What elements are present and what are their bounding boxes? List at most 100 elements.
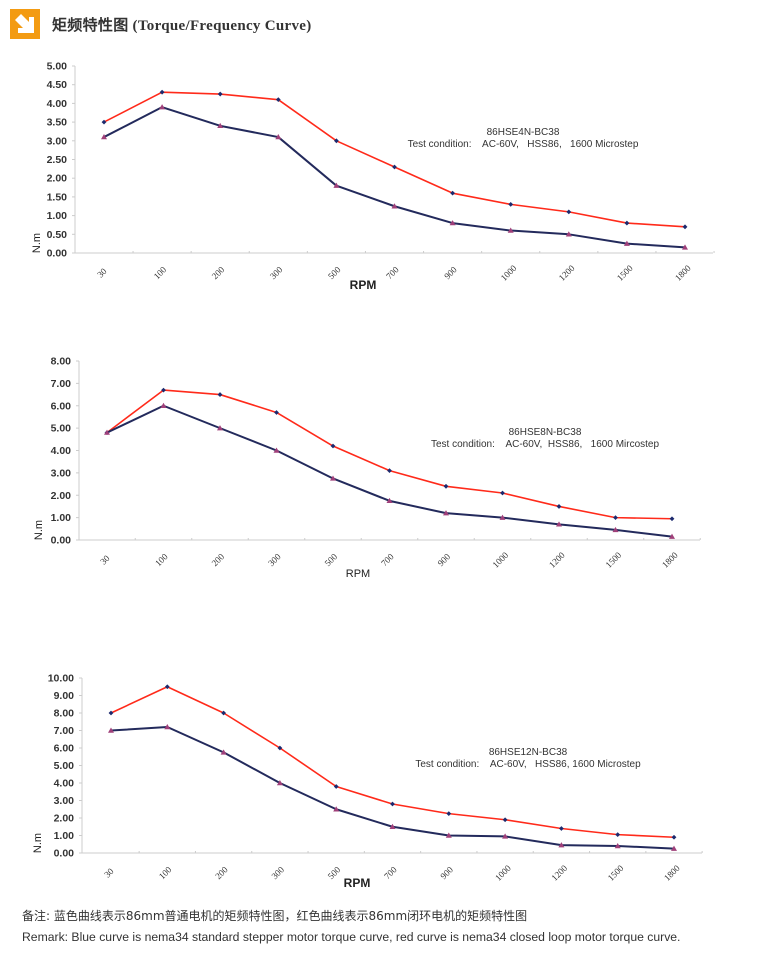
x-tick-label: 700 bbox=[382, 864, 399, 881]
x-tick-label: 300 bbox=[269, 864, 286, 881]
remark-english: Remark: Blue curve is nema34 standard st… bbox=[22, 930, 681, 944]
y-tick-label: 1.00 bbox=[47, 210, 68, 222]
closed-loop-data-point bbox=[333, 784, 339, 789]
page-title: 矩频特性图 (Torque/Frequency Curve) bbox=[52, 17, 312, 34]
closed-loop-data-point bbox=[392, 164, 397, 170]
x-tick-label: 1500 bbox=[606, 863, 626, 883]
x-tick-label: 1200 bbox=[557, 263, 577, 283]
x-tick-label: 100 bbox=[157, 864, 174, 881]
closed-loop-data-point bbox=[669, 516, 675, 522]
standard-data-point bbox=[614, 843, 621, 849]
standard-data-point bbox=[101, 134, 107, 140]
x-axis-label: RPM bbox=[350, 278, 377, 292]
closed-loop-data-point bbox=[217, 91, 223, 97]
y-tick-label: 3.50 bbox=[47, 117, 68, 129]
torque-chart-86hse12n: 0.00 1.00 2.00 3.00 4.00 5.00 6.00 7.00 8.00 9.00… bbox=[32, 673, 703, 890]
standard-data-point bbox=[217, 122, 224, 129]
standard-data-point bbox=[275, 134, 282, 140]
x-tick-label: 30 bbox=[95, 266, 109, 280]
closed-loop-data-point bbox=[164, 684, 170, 690]
y-tick-label: 1.00 bbox=[54, 830, 75, 842]
x-axis-label: RPM bbox=[344, 876, 371, 890]
standard-data-point bbox=[669, 533, 675, 539]
closed-loop-data-point bbox=[613, 515, 618, 521]
standard-data-point bbox=[389, 823, 396, 829]
y-tick-label: 7.00 bbox=[54, 725, 75, 737]
closed-loop-data-point bbox=[390, 801, 395, 807]
standard-data-point bbox=[499, 514, 506, 520]
y-tick-label: 0.00 bbox=[54, 848, 75, 860]
y-tick-label: 6.00 bbox=[54, 743, 75, 755]
x-tick-label: 30 bbox=[102, 866, 116, 880]
x-tick-label: 1000 bbox=[499, 263, 519, 283]
y-axis-label: N.m bbox=[33, 520, 45, 540]
standard-data-point bbox=[217, 425, 223, 431]
x-tick-label: 1000 bbox=[490, 550, 510, 570]
y-tick-label: 5.00 bbox=[54, 760, 75, 772]
y-tick-label: 0.00 bbox=[51, 535, 72, 547]
standard-data-point bbox=[273, 447, 280, 453]
x-tick-label: 500 bbox=[323, 551, 340, 568]
standard-data-point bbox=[671, 845, 677, 851]
closed-loop-data-point bbox=[334, 138, 339, 144]
x-tick-label: 1500 bbox=[603, 550, 623, 570]
y-tick-label: 10.00 bbox=[48, 673, 74, 685]
x-tick-label: 1800 bbox=[662, 863, 682, 883]
closed-loop-data-point bbox=[615, 832, 621, 838]
section-header: 矩频特性图 (Torque/Frequency Curve) bbox=[10, 9, 312, 39]
x-tick-label: 200 bbox=[210, 264, 227, 281]
x-tick-label: 100 bbox=[152, 264, 169, 281]
x-tick-label: 300 bbox=[266, 551, 283, 568]
closed-loop-data-point bbox=[450, 190, 455, 196]
y-tick-label: 2.00 bbox=[47, 173, 68, 185]
y-tick-label: 4.50 bbox=[47, 79, 68, 91]
standard-data-point bbox=[391, 203, 398, 209]
y-tick-label: 3.00 bbox=[54, 795, 75, 807]
y-tick-label: 2.00 bbox=[54, 813, 75, 825]
closed-loop-data-point bbox=[161, 387, 166, 393]
standard-data-point bbox=[623, 240, 630, 246]
y-tick-label: 3.00 bbox=[51, 467, 72, 479]
closed-loop-data-point bbox=[508, 201, 514, 207]
x-tick-label: 200 bbox=[213, 864, 230, 881]
remark-chinese: 备注: 蓝色曲线表示86mm普通电机的矩频特性图，红色曲线表示86mm闭环电机的… bbox=[22, 909, 528, 923]
y-tick-label: 5.00 bbox=[51, 423, 72, 435]
x-tick-label: 100 bbox=[153, 551, 170, 568]
x-tick-label: 1000 bbox=[493, 863, 513, 883]
x-tick-label: 1800 bbox=[673, 263, 693, 283]
chart-subtitle: Test condition: AC-60V, HSS86, 1600 Micr… bbox=[408, 139, 639, 150]
x-tick-label: 30 bbox=[98, 553, 112, 567]
torque-chart-86hse8n: 0.00 1.00 2.00 3.00 4.00 5.00 6.00 7.00 8.00 30 10… bbox=[33, 356, 701, 580]
closed-loop-data-point bbox=[566, 209, 572, 215]
closed-loop-data-point bbox=[217, 392, 223, 397]
standard-data-point bbox=[449, 220, 456, 226]
closed-loop-data-point bbox=[556, 504, 562, 509]
closed-loop-data-point bbox=[387, 468, 392, 474]
x-tick-label: 900 bbox=[442, 264, 459, 281]
y-tick-label: 0.50 bbox=[47, 229, 68, 241]
closed-loop-data-point bbox=[502, 817, 508, 823]
y-tick-label: 8.00 bbox=[54, 708, 75, 720]
closed-loop-data-point bbox=[559, 826, 564, 831]
x-tick-label: 700 bbox=[379, 551, 396, 568]
closed-loop-data-point bbox=[108, 710, 114, 716]
closed-loop-data-point bbox=[221, 710, 226, 716]
x-tick-label: 700 bbox=[384, 264, 401, 281]
closed-loop-data-point bbox=[671, 834, 677, 840]
y-tick-label: 8.00 bbox=[51, 356, 72, 368]
standard-data-point bbox=[556, 521, 562, 527]
chart-subtitle: Test condition: AC-60V, HSS86, 1600 Mirc… bbox=[431, 439, 660, 450]
x-tick-label: 500 bbox=[326, 864, 343, 881]
closed-loop-data-point bbox=[275, 97, 281, 103]
closed-loop-data-point bbox=[101, 119, 107, 125]
standard-data-point bbox=[386, 497, 393, 504]
y-tick-label: 5.00 bbox=[47, 61, 68, 73]
y-tick-label: 3.00 bbox=[47, 135, 68, 147]
standard-data-point bbox=[558, 842, 565, 848]
closed-loop-data-point bbox=[330, 443, 336, 449]
y-tick-label: 1.50 bbox=[47, 191, 68, 203]
chart-subtitle: Test condition: AC-60V, HSS86, 1600 Micr… bbox=[415, 759, 641, 770]
chart-title: 86HSE8N-BC38 bbox=[509, 427, 582, 438]
y-tick-label: 2.50 bbox=[47, 154, 68, 166]
standard-data-point bbox=[330, 475, 336, 481]
